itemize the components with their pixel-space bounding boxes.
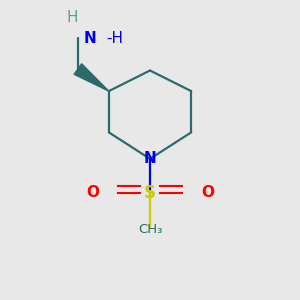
Text: O: O: [201, 185, 214, 200]
Polygon shape: [74, 64, 109, 91]
Text: CH₃: CH₃: [138, 223, 162, 236]
Text: N: N: [83, 31, 96, 46]
Text: -H: -H: [106, 31, 123, 46]
Text: O: O: [86, 185, 99, 200]
Text: H: H: [66, 10, 78, 25]
Text: N: N: [144, 151, 156, 166]
Text: S: S: [144, 184, 156, 202]
